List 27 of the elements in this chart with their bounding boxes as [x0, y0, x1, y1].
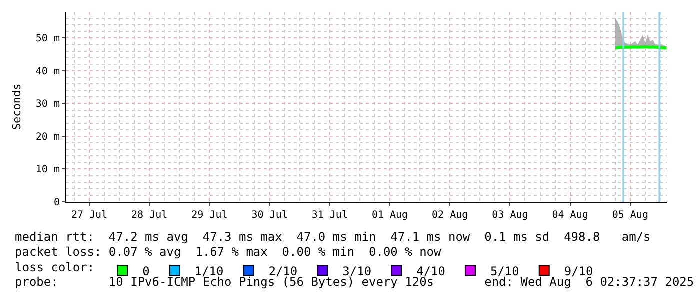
x-tick-label: 30 Jul	[252, 210, 288, 221]
y-axis-title: Seconds	[10, 84, 24, 130]
legend-label: 3/10	[342, 264, 372, 278]
x-tick-label: 27 Jul	[71, 210, 108, 221]
x-tick-label: 05 Aug	[612, 210, 648, 221]
x-tick-label: 28 Jul	[132, 210, 168, 221]
y-tick-label: 10 m	[36, 164, 60, 176]
legend-label: 1/10	[194, 264, 224, 278]
x-tick-label: 29 Jul	[192, 210, 228, 221]
text: median rtt: 47.2 ms avg 47.3 ms max 47.0 ms min 47.1 ms now 0.1 ms sd 498.8 am/s	[15, 230, 651, 244]
legend-label: 4/10	[416, 264, 446, 278]
x-tick-label: 31 Jul	[312, 210, 348, 221]
legend-label: 0	[142, 264, 150, 278]
y-tick-label: 40 m	[36, 66, 60, 78]
y-tick-label: 30 m	[36, 99, 60, 110]
text: packet loss: 0.07 % avg 1.67 % max 0.00 % min 0.00 % now	[15, 245, 442, 259]
x-tick-label: 01 Aug	[372, 210, 408, 221]
y-tick-label: 50 m	[36, 34, 60, 45]
x-tick-label: 04 Aug	[552, 210, 588, 221]
legend-label: 5/10	[490, 264, 520, 278]
legend-label: 2/10	[268, 264, 298, 278]
y-tick-label: 20 m	[36, 132, 60, 143]
x-tick-label: 02 Aug	[432, 210, 468, 221]
legend-title: loss color:	[15, 260, 95, 275]
legend-label: 9/10	[564, 264, 594, 278]
y-tick-label: 0	[54, 198, 60, 208]
x-tick-label: 03 Aug	[492, 210, 528, 221]
